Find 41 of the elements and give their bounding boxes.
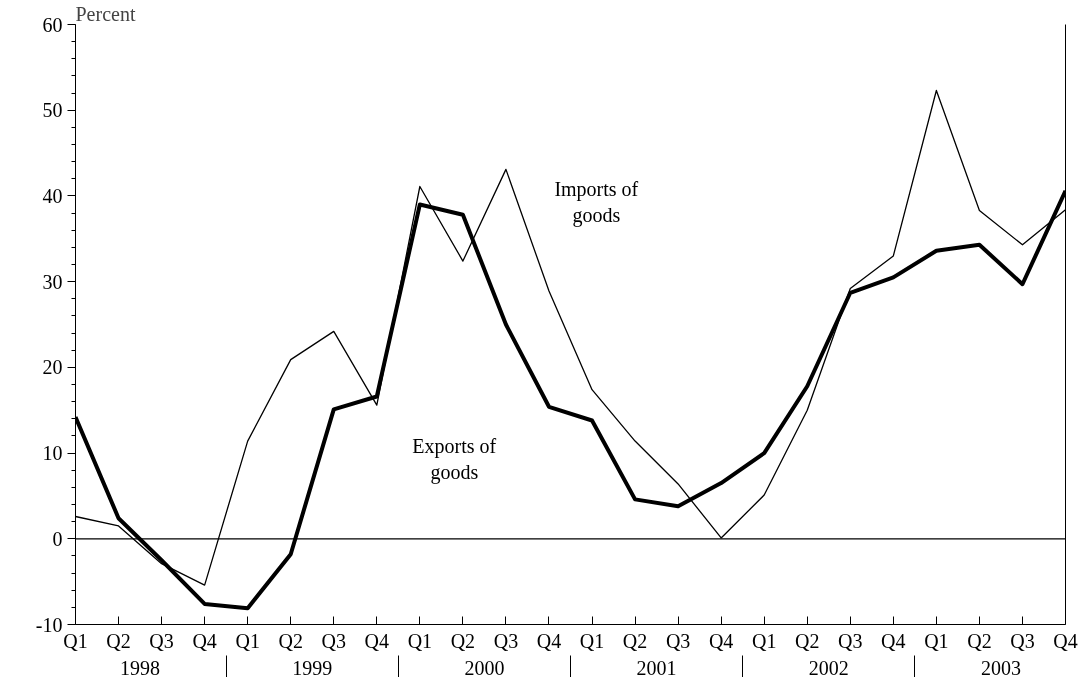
x-tick-label: Q4 bbox=[536, 629, 562, 652]
text: 1998 bbox=[120, 656, 161, 677]
y-tick-label: 20 bbox=[42, 356, 63, 379]
x-tick-label: Q3 bbox=[149, 629, 174, 652]
x-tick-label: Q1 bbox=[924, 629, 949, 652]
x-tick-label: Q3 bbox=[665, 629, 691, 652]
x-tick-label: Q2 bbox=[450, 629, 476, 652]
x-tick-label: Q3 bbox=[838, 629, 863, 652]
x-tick-label: Q4 bbox=[192, 629, 217, 652]
x-tick-label: Q1 bbox=[407, 629, 433, 652]
x-tick-label: Q2 bbox=[967, 629, 992, 652]
x-tick-label: Q3 bbox=[1010, 629, 1035, 652]
x-tick-label: Q3 bbox=[321, 629, 346, 652]
x-tick-label: Q2 bbox=[106, 629, 131, 652]
y-tick-label: 50 bbox=[42, 99, 63, 122]
text: 2001 bbox=[636, 656, 677, 677]
x-tick-label: Q4 bbox=[881, 629, 906, 652]
x-tick-label: Q2 bbox=[622, 629, 648, 652]
x-tick-label: Q3 bbox=[493, 629, 519, 652]
x-tick-label: Q4 bbox=[364, 629, 390, 652]
text: 2002 bbox=[808, 656, 849, 677]
y-tick-label: -10 bbox=[35, 613, 63, 636]
y-tick-label: 60 bbox=[42, 13, 63, 36]
text: 2003 bbox=[980, 656, 1021, 677]
x-tick-label: Q1 bbox=[63, 629, 88, 652]
y-tick-label: 30 bbox=[42, 270, 63, 293]
x-tick-label: Q2 bbox=[795, 629, 820, 652]
text: Exports of goods bbox=[412, 434, 497, 485]
x-tick-label: Q4 bbox=[1053, 629, 1078, 652]
y-tick-label: 10 bbox=[42, 442, 63, 465]
x-tick-label: Q1 bbox=[751, 629, 777, 652]
x-tick-label: Q1 bbox=[235, 629, 260, 652]
text: 1999 bbox=[292, 656, 333, 677]
y-tick-label: 40 bbox=[42, 184, 63, 207]
x-tick-label: Q2 bbox=[278, 629, 303, 652]
x-tick-label: Q4 bbox=[708, 629, 734, 652]
series-label: Imports of goods bbox=[554, 177, 639, 228]
y-axis-title: Percent bbox=[75, 2, 136, 25]
text: 2000 bbox=[464, 656, 505, 677]
y-tick-label: 0 bbox=[52, 527, 63, 550]
x-tick-label: Q1 bbox=[579, 629, 605, 652]
